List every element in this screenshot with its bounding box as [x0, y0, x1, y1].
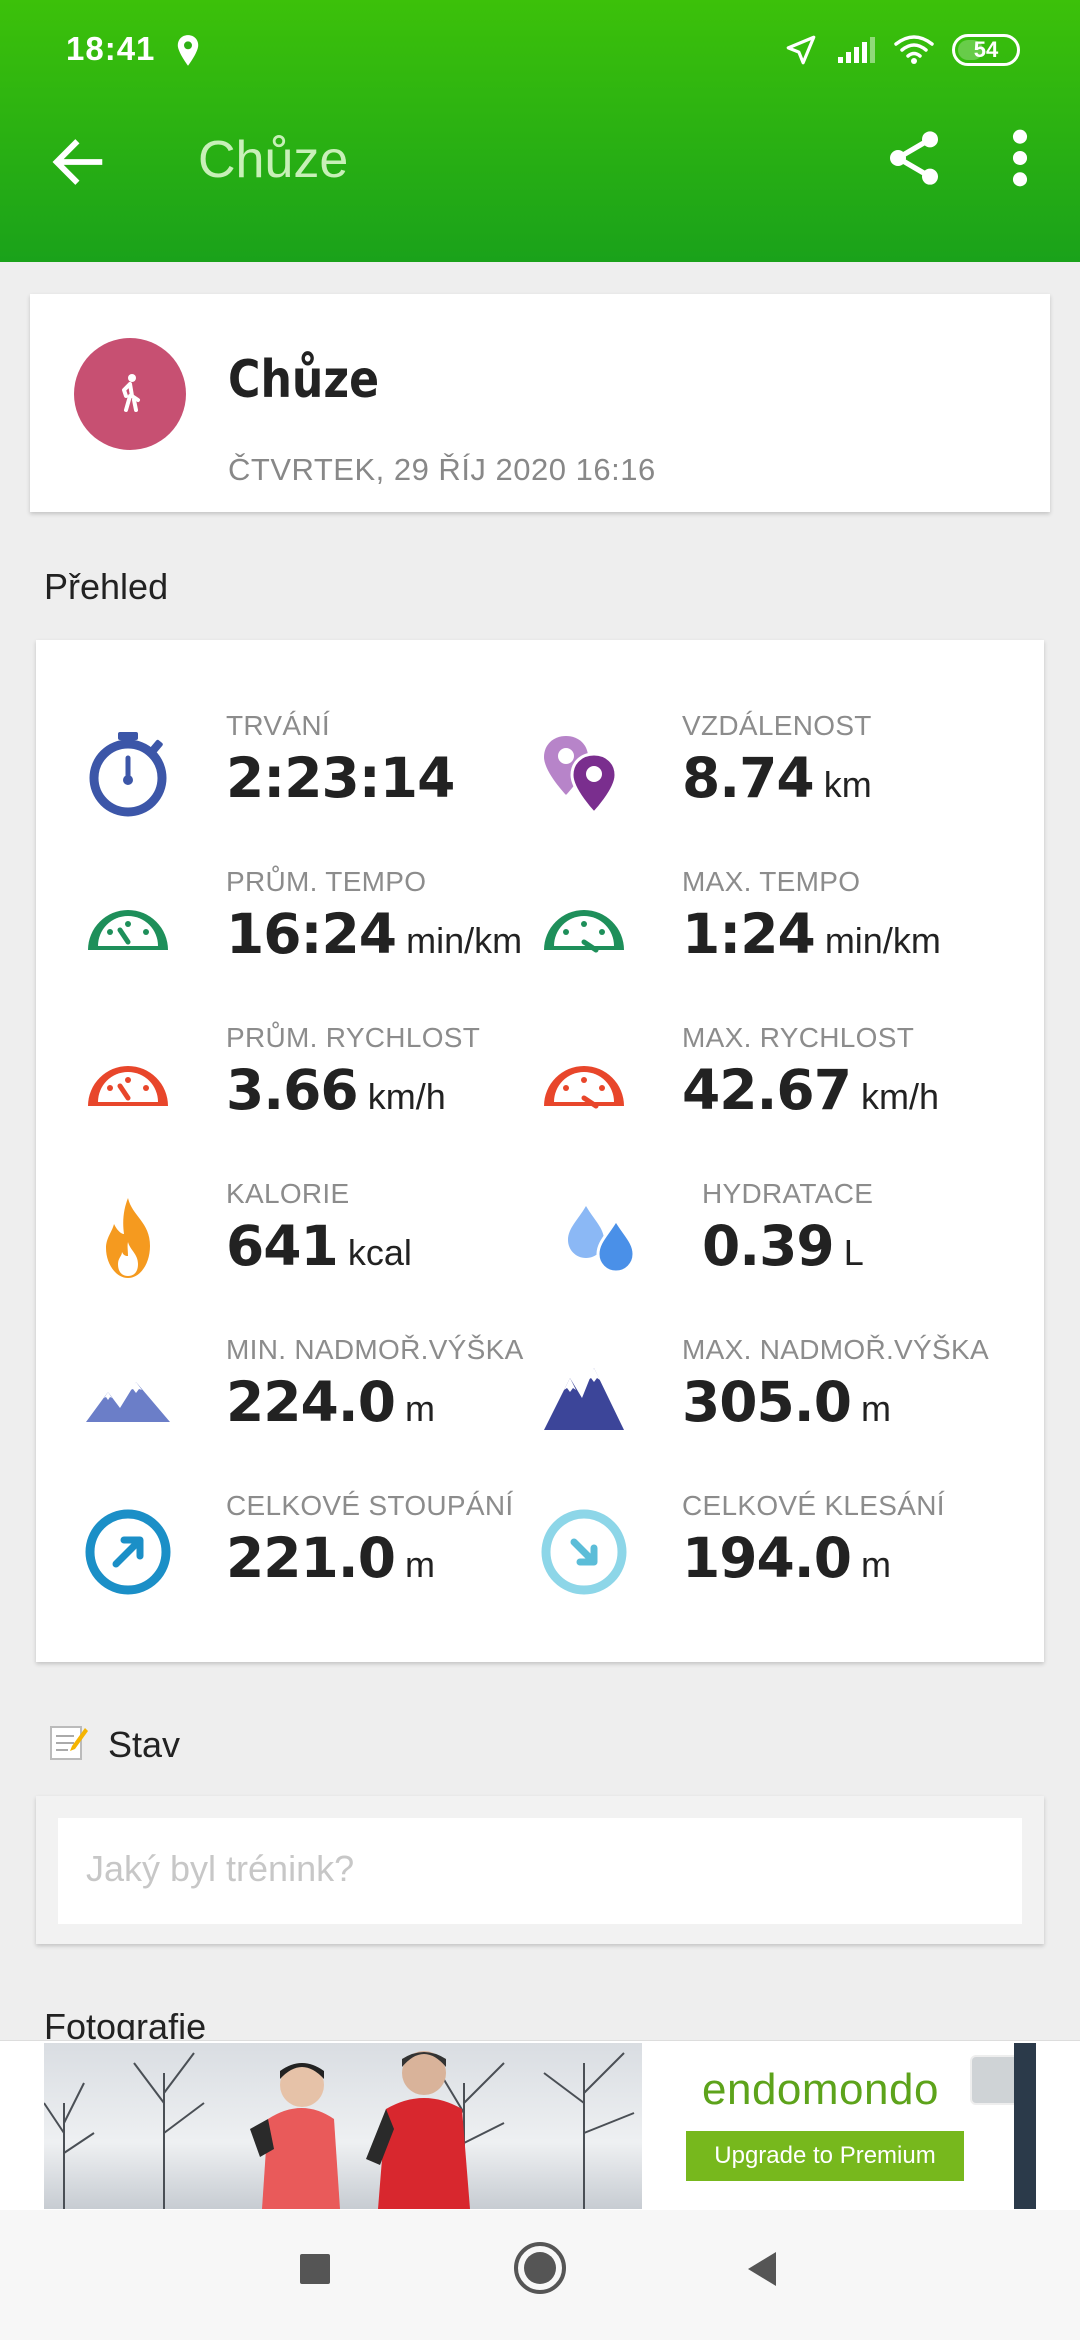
- upgrade-premium-button[interactable]: Upgrade to Premium: [686, 2131, 964, 2181]
- pace-gauge-icon: [88, 910, 168, 950]
- stat-label: VZDÁLENOST: [682, 710, 872, 741]
- stat-label: MIN. NADMOŘ.VÝŠKA: [226, 1334, 524, 1365]
- page-title: Chůze: [198, 131, 349, 189]
- status-bar: 18:41 54: [0, 0, 1080, 100]
- stat-distance: VZDÁLENOST 8.74 km: [536, 710, 1016, 840]
- stat-unit: min/km: [824, 920, 941, 961]
- status-icons: 54: [784, 30, 1020, 70]
- ad-banner[interactable]: endomondo Upgrade to Premium: [0, 2040, 1080, 2210]
- max-pace-gauge-icon: [544, 910, 624, 953]
- workout-note-input[interactable]: Jaký byl trénink?: [58, 1818, 1022, 1924]
- stat-unit: km/h: [860, 1076, 939, 1117]
- more-options-icon[interactable]: [1000, 126, 1040, 190]
- stat-max-altitude: MAX. NADMOŘ.VÝŠKA 305.0 m: [536, 1334, 1016, 1464]
- stat-avg-pace: PRŮM. TEMPO 16:24 min/km: [80, 866, 560, 996]
- stat-unit: kcal: [347, 1232, 412, 1273]
- stat-label: PRŮM. TEMPO: [226, 866, 427, 897]
- stat-value: 194.0: [682, 1526, 852, 1590]
- status-section-title: Stav: [108, 1724, 181, 1765]
- status-card: Jaký byl trénink?: [36, 1796, 1044, 1944]
- ascent-arrow-icon: [85, 1509, 171, 1595]
- top-header: 18:41 54: [0, 0, 1080, 262]
- ad-brand-logo: endomondo: [702, 2065, 939, 2114]
- location-icon: [177, 35, 199, 66]
- activity-date: ČTVRTEK, 29 ŘÍJ 2020 16:16: [228, 452, 656, 487]
- speed-gauge-icon: [88, 1066, 168, 1106]
- stat-value: 42.67: [682, 1058, 852, 1122]
- ad-photo: [44, 2043, 642, 2209]
- max-speed-gauge-icon: [544, 1066, 624, 1109]
- stat-label: TRVÁNÍ: [226, 710, 330, 741]
- flame-icon: [106, 1198, 150, 1278]
- home-circle-icon[interactable]: [512, 2240, 568, 2296]
- back-arrow-icon[interactable]: [46, 130, 110, 194]
- stat-value: 2:23:14: [226, 746, 455, 810]
- stat-max-speed: MAX. RYCHLOST 42.67 km/h: [536, 1022, 1016, 1152]
- stat-unit: m: [860, 1388, 891, 1429]
- stat-label: MAX. TEMPO: [682, 866, 861, 897]
- runners-image: [44, 2051, 635, 2209]
- stat-value: 3.66: [226, 1058, 359, 1122]
- status-time: 18:41: [66, 30, 156, 67]
- stat-calories: KALORIE 641 kcal: [80, 1178, 560, 1308]
- stat-unit: m: [404, 1544, 435, 1585]
- stat-label: MAX. NADMOŘ.VÝŠKA: [682, 1334, 989, 1365]
- stat-label: KALORIE: [226, 1178, 350, 1209]
- stat-value: 1:24: [682, 902, 816, 966]
- activity-card: Chůze ČTVRTEK, 29 ŘÍJ 2020 16:16: [30, 294, 1050, 512]
- stat-value: 224.0: [226, 1370, 396, 1434]
- stat-label: MAX. RYCHLOST: [682, 1022, 915, 1053]
- stat-hydration: HYDRATACE 0.39 L: [556, 1178, 1036, 1308]
- stat-value: 8.74: [682, 746, 815, 810]
- min-altitude-mountains-icon: [86, 1382, 170, 1422]
- battery-indicator: 54: [952, 34, 1020, 66]
- stat-unit: km/h: [367, 1076, 446, 1117]
- stat-label: HYDRATACE: [702, 1178, 874, 1209]
- stat-value: 305.0: [682, 1370, 852, 1434]
- stat-unit: m: [404, 1388, 435, 1429]
- recents-square-icon[interactable]: [298, 2252, 332, 2286]
- stat-value: 641: [226, 1214, 339, 1278]
- stat-total-descent: CELKOVÉ KLESÁNÍ 194.0 m: [536, 1490, 1016, 1620]
- stat-label: PRŮM. RYCHLOST: [226, 1022, 481, 1053]
- overview-card: TRVÁNÍ 2:23:14 VZDÁLENOST 8.74 km PRŮM. T…: [36, 640, 1044, 1662]
- ad-edge: [1014, 2043, 1036, 2209]
- stat-unit: km: [823, 764, 872, 805]
- share-icon[interactable]: [882, 126, 946, 190]
- walking-person-icon: [122, 374, 140, 412]
- navigation-icon: [786, 35, 816, 65]
- stat-value: 0.39: [702, 1214, 835, 1278]
- stat-total-ascent: CELKOVÉ STOUPÁNÍ 221.0 m: [80, 1490, 560, 1620]
- battery-level: 54: [973, 37, 999, 62]
- stat-unit: m: [860, 1544, 891, 1585]
- stat-label: CELKOVÉ STOUPÁNÍ: [226, 1490, 514, 1521]
- stopwatch-icon: [89, 732, 167, 817]
- stat-min-altitude: MIN. NADMOŘ.VÝŠKA 224.0 m: [80, 1334, 560, 1464]
- stat-label: CELKOVÉ KLESÁNÍ: [682, 1490, 945, 1521]
- water-drops-icon: [568, 1206, 636, 1274]
- descent-arrow-icon: [541, 1509, 627, 1595]
- stat-value: 221.0: [226, 1526, 396, 1590]
- wifi-icon: [894, 35, 934, 64]
- app-bar: Chůze: [0, 100, 1080, 262]
- back-triangle-icon[interactable]: [744, 2250, 780, 2288]
- activity-avatar: [74, 338, 186, 450]
- memo-icon: [50, 1726, 88, 1760]
- system-nav-bar: [0, 2210, 1080, 2340]
- max-altitude-mountains-icon: [544, 1368, 624, 1430]
- stat-duration: TRVÁNÍ 2:23:14: [80, 710, 560, 840]
- signal-icon: [838, 37, 875, 63]
- stat-unit: min/km: [406, 920, 523, 961]
- stat-value: 16:24: [226, 902, 397, 966]
- stat-unit: L: [843, 1232, 864, 1273]
- location-pins-icon: [544, 736, 618, 816]
- stat-max-pace: MAX. TEMPO 1:24 min/km: [536, 866, 1016, 996]
- overview-title: Přehled: [44, 566, 169, 607]
- stat-avg-speed: PRŮM. RYCHLOST 3.66 km/h: [80, 1022, 560, 1152]
- activity-name: Chůze: [228, 350, 380, 410]
